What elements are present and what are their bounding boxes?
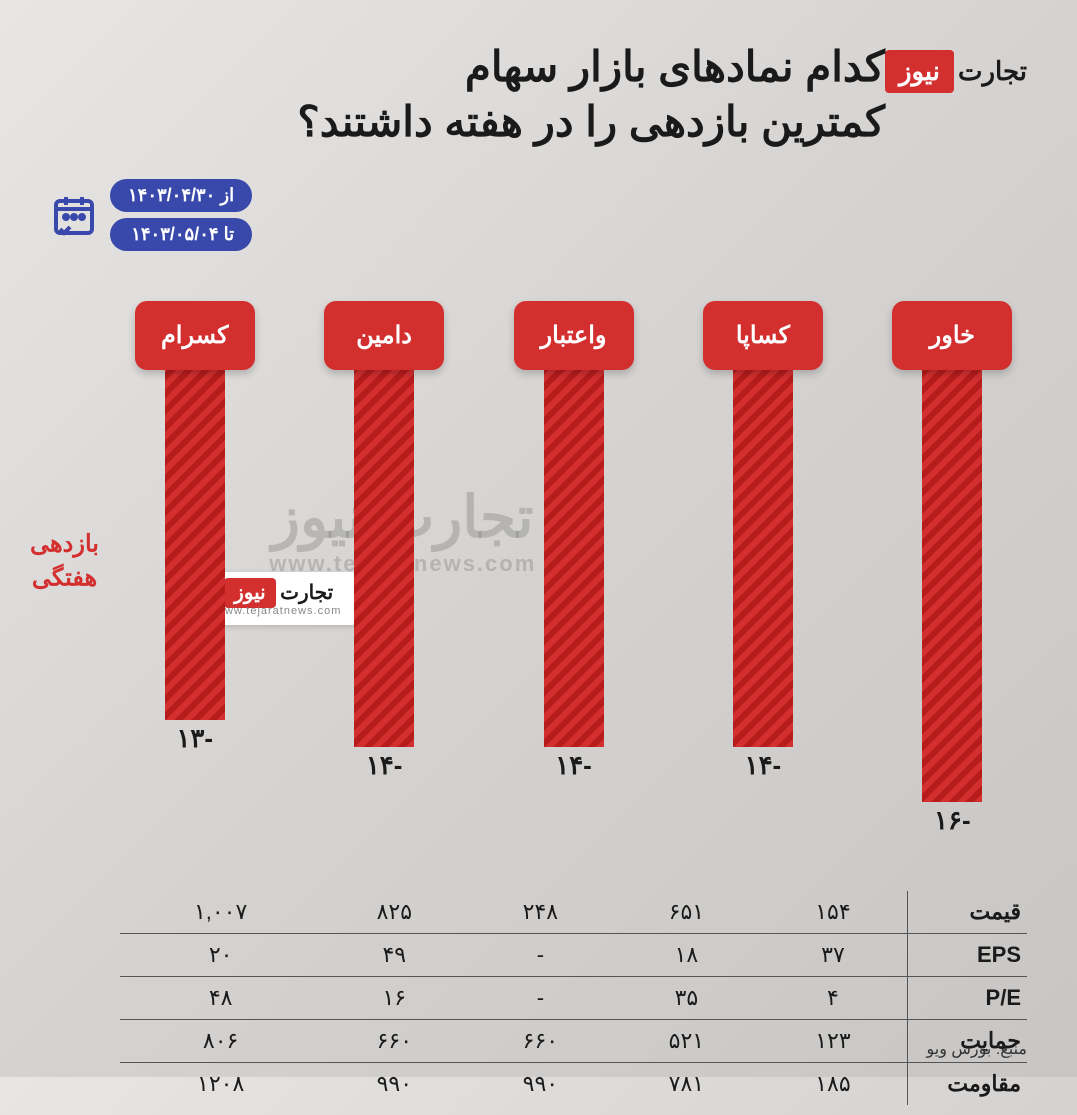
table-cell: ۳۵	[613, 977, 759, 1020]
table-cell: ۹۹۰	[467, 1063, 613, 1106]
bar-body: -۱۴	[733, 362, 793, 747]
title-line-2: کمترین بازدهی را در هفته داشتند؟	[50, 95, 885, 150]
date-section: از ۱۴۰۳/۰۴/۳۰ تا ۱۴۰۳/۰۵/۰۴	[0, 169, 1077, 281]
date-from-pill: از ۱۴۰۳/۰۴/۳۰	[110, 179, 252, 212]
table-cell: ۴۸	[120, 977, 321, 1020]
bar-body: -۱۳	[165, 362, 225, 720]
table-cell: ۳۷	[759, 934, 907, 977]
row-header: EPS	[907, 934, 1027, 977]
row-header: قیمت	[907, 891, 1027, 934]
bar-body: -۱۶	[922, 362, 982, 802]
table-cell: ۹۹۰	[321, 1063, 467, 1106]
title-line-1: کدام نمادهای بازار سهام	[50, 40, 885, 95]
row-header: مقاومت	[907, 1063, 1027, 1106]
bar-col: کسرام-۱۳	[125, 301, 265, 720]
bar-value: -۱۴	[745, 750, 782, 781]
bar-value: -۱۴	[366, 750, 403, 781]
table-row: مقاومت۱۸۵۷۸۱۹۹۰۹۹۰۱۲۰۸	[120, 1063, 1027, 1106]
brand-logo: تجارت نیوز	[885, 50, 1027, 93]
table-row: قیمت۱۵۴۶۵۱۲۴۸۸۲۵۱,۰۰۷	[120, 891, 1027, 934]
table-cell: ۱۸۵	[759, 1063, 907, 1106]
row-header: P/E	[907, 977, 1027, 1020]
chart-area: بازدهی هفتگی تجارت نیوز www.tejaratnews.…	[0, 281, 1077, 841]
logo-dark-text: تجارت	[958, 56, 1027, 87]
table-cell: ۴	[759, 977, 907, 1020]
bar-label: واعتبار	[514, 301, 634, 370]
bar-col: واعتبار-۱۴	[504, 301, 644, 747]
table-cell: ۸۲۵	[321, 891, 467, 934]
table-row: P/E۴۳۵-۱۶۴۸	[120, 977, 1027, 1020]
table-cell: ۱۶	[321, 977, 467, 1020]
logo-red-text: نیوز	[885, 50, 954, 93]
bar-col: دامین-۱۴	[314, 301, 454, 747]
header: تجارت نیوز کدام نمادهای بازار سهام کمتری…	[0, 0, 1077, 169]
calendar-icon	[50, 191, 98, 239]
date-pills: از ۱۴۰۳/۰۴/۳۰ تا ۱۴۰۳/۰۵/۰۴	[110, 179, 252, 251]
table-cell: -	[467, 977, 613, 1020]
source-text: منبع: بورس ویو	[927, 1039, 1028, 1059]
table-row: حمایت۱۲۳۵۲۱۶۶۰۶۶۰۸۰۶	[120, 1020, 1027, 1063]
title-block: کدام نمادهای بازار سهام کمترین بازدهی را…	[50, 40, 885, 149]
table-cell: ۵۲۱	[613, 1020, 759, 1063]
bar-label: دامین	[324, 301, 444, 370]
table-cell: ۶۶۰	[467, 1020, 613, 1063]
bar-body: -۱۴	[544, 362, 604, 747]
bar-body: -۱۴	[354, 362, 414, 747]
bar-value: -۱۶	[934, 805, 971, 836]
bar-label: خاور	[892, 301, 1012, 370]
table-cell: -	[467, 934, 613, 977]
table-cell: ۱۸	[613, 934, 759, 977]
table-cell: ۷۸۱	[613, 1063, 759, 1106]
table-cell: ۲۴۸	[467, 891, 613, 934]
table-cell: ۲۰	[120, 934, 321, 977]
bar-label: کسرام	[135, 301, 255, 370]
bar-value: -۱۳	[176, 723, 213, 754]
table-row: EPS۳۷۱۸-۴۹۲۰	[120, 934, 1027, 977]
table-cell: ۱۲۰۸	[120, 1063, 321, 1106]
table-cell: ۱۵۴	[759, 891, 907, 934]
bar-value: -۱۴	[555, 750, 592, 781]
table-area: قیمت۱۵۴۶۵۱۲۴۸۸۲۵۱,۰۰۷EPS۳۷۱۸-۴۹۲۰P/E۴۳۵-…	[0, 841, 1077, 1115]
data-table: قیمت۱۵۴۶۵۱۲۴۸۸۲۵۱,۰۰۷EPS۳۷۱۸-۴۹۲۰P/E۴۳۵-…	[120, 891, 1027, 1105]
date-to-pill: تا ۱۴۰۳/۰۵/۰۴	[110, 218, 252, 251]
bars-row: خاور-۱۶کساپا-۱۴واعتبار-۱۴دامین-۱۴کسرام-۱…	[120, 301, 1027, 831]
y-axis-label: بازدهی هفتگی	[30, 528, 99, 595]
table-cell: ۶۵۱	[613, 891, 759, 934]
table-cell: ۶۶۰	[321, 1020, 467, 1063]
table-cell: ۱۲۳	[759, 1020, 907, 1063]
bar-col: خاور-۱۶	[882, 301, 1022, 802]
bar-label: کساپا	[703, 301, 823, 370]
bar-col: کساپا-۱۴	[693, 301, 833, 747]
table-cell: ۸۰۶	[120, 1020, 321, 1063]
table-cell: ۱,۰۰۷	[120, 891, 321, 934]
table-cell: ۴۹	[321, 934, 467, 977]
